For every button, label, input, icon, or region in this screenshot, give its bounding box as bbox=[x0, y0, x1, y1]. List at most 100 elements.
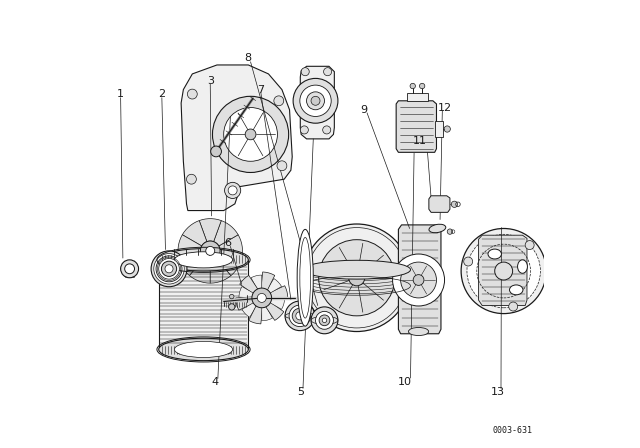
Circle shape bbox=[296, 312, 304, 320]
Text: 10: 10 bbox=[398, 377, 412, 387]
Circle shape bbox=[274, 96, 284, 106]
Ellipse shape bbox=[175, 252, 233, 268]
Text: 1: 1 bbox=[117, 89, 124, 99]
Circle shape bbox=[228, 304, 235, 310]
Polygon shape bbox=[270, 298, 285, 310]
Polygon shape bbox=[219, 235, 243, 257]
Polygon shape bbox=[261, 272, 275, 290]
Text: 11: 11 bbox=[413, 136, 427, 146]
Circle shape bbox=[323, 318, 327, 323]
Text: 6: 6 bbox=[225, 238, 232, 248]
Ellipse shape bbox=[488, 249, 502, 259]
Polygon shape bbox=[435, 121, 443, 137]
Circle shape bbox=[206, 246, 215, 255]
Polygon shape bbox=[181, 65, 292, 211]
Polygon shape bbox=[179, 253, 204, 276]
Text: 13: 13 bbox=[491, 387, 505, 397]
Polygon shape bbox=[240, 276, 258, 293]
Polygon shape bbox=[199, 219, 221, 241]
Circle shape bbox=[464, 257, 473, 266]
Text: 0003-631: 0003-631 bbox=[493, 426, 533, 435]
Circle shape bbox=[413, 275, 424, 285]
Circle shape bbox=[323, 126, 331, 134]
Polygon shape bbox=[210, 258, 231, 283]
Circle shape bbox=[277, 161, 287, 171]
Circle shape bbox=[156, 256, 182, 282]
Circle shape bbox=[301, 68, 309, 76]
Circle shape bbox=[292, 308, 307, 323]
Circle shape bbox=[285, 301, 315, 331]
Circle shape bbox=[159, 258, 179, 279]
Circle shape bbox=[467, 234, 540, 308]
Polygon shape bbox=[189, 258, 210, 283]
Circle shape bbox=[316, 311, 333, 329]
Circle shape bbox=[311, 307, 338, 334]
Circle shape bbox=[161, 261, 177, 276]
Text: 3: 3 bbox=[207, 76, 214, 86]
Polygon shape bbox=[249, 306, 262, 324]
Circle shape bbox=[444, 126, 451, 132]
Ellipse shape bbox=[297, 229, 314, 326]
Circle shape bbox=[319, 240, 395, 316]
Circle shape bbox=[447, 229, 452, 234]
Text: 12: 12 bbox=[438, 103, 452, 112]
Circle shape bbox=[419, 83, 425, 89]
Circle shape bbox=[252, 288, 271, 308]
Text: 8: 8 bbox=[244, 53, 251, 63]
Text: 7: 7 bbox=[257, 85, 264, 95]
Polygon shape bbox=[398, 225, 441, 334]
Polygon shape bbox=[396, 101, 436, 152]
Polygon shape bbox=[216, 253, 242, 276]
Circle shape bbox=[165, 265, 173, 273]
Circle shape bbox=[230, 294, 234, 299]
Polygon shape bbox=[267, 279, 282, 293]
Text: 4: 4 bbox=[211, 377, 218, 387]
Circle shape bbox=[154, 254, 184, 284]
Circle shape bbox=[211, 146, 221, 157]
Ellipse shape bbox=[509, 285, 523, 295]
Circle shape bbox=[300, 85, 332, 116]
Circle shape bbox=[121, 260, 139, 278]
Circle shape bbox=[509, 302, 518, 311]
Polygon shape bbox=[182, 220, 207, 246]
Circle shape bbox=[300, 126, 308, 134]
Circle shape bbox=[293, 78, 338, 123]
Circle shape bbox=[289, 305, 310, 327]
Polygon shape bbox=[251, 275, 262, 289]
Circle shape bbox=[245, 129, 256, 140]
Circle shape bbox=[311, 96, 320, 105]
Polygon shape bbox=[407, 93, 428, 101]
Polygon shape bbox=[270, 286, 288, 299]
Circle shape bbox=[200, 241, 220, 261]
Text: 2: 2 bbox=[158, 89, 165, 99]
Polygon shape bbox=[300, 66, 334, 139]
Circle shape bbox=[257, 293, 266, 302]
Text: 9: 9 bbox=[360, 105, 367, 115]
Circle shape bbox=[495, 262, 513, 280]
Circle shape bbox=[349, 270, 365, 286]
Ellipse shape bbox=[408, 327, 429, 336]
Polygon shape bbox=[262, 306, 273, 321]
Circle shape bbox=[451, 201, 458, 207]
Circle shape bbox=[228, 186, 237, 195]
Polygon shape bbox=[159, 260, 248, 349]
Ellipse shape bbox=[303, 260, 410, 279]
Text: 5: 5 bbox=[298, 387, 305, 397]
Ellipse shape bbox=[159, 338, 248, 361]
Circle shape bbox=[410, 83, 415, 89]
Polygon shape bbox=[178, 235, 202, 257]
Circle shape bbox=[525, 241, 534, 250]
Circle shape bbox=[212, 96, 289, 172]
Circle shape bbox=[188, 89, 197, 99]
Ellipse shape bbox=[175, 341, 233, 358]
Ellipse shape bbox=[518, 260, 527, 273]
Circle shape bbox=[225, 182, 241, 198]
Circle shape bbox=[392, 254, 445, 306]
Polygon shape bbox=[214, 220, 238, 246]
Polygon shape bbox=[479, 235, 527, 306]
Polygon shape bbox=[236, 297, 253, 310]
Polygon shape bbox=[429, 196, 450, 212]
Circle shape bbox=[324, 68, 332, 76]
Circle shape bbox=[125, 264, 134, 274]
Circle shape bbox=[307, 92, 324, 110]
